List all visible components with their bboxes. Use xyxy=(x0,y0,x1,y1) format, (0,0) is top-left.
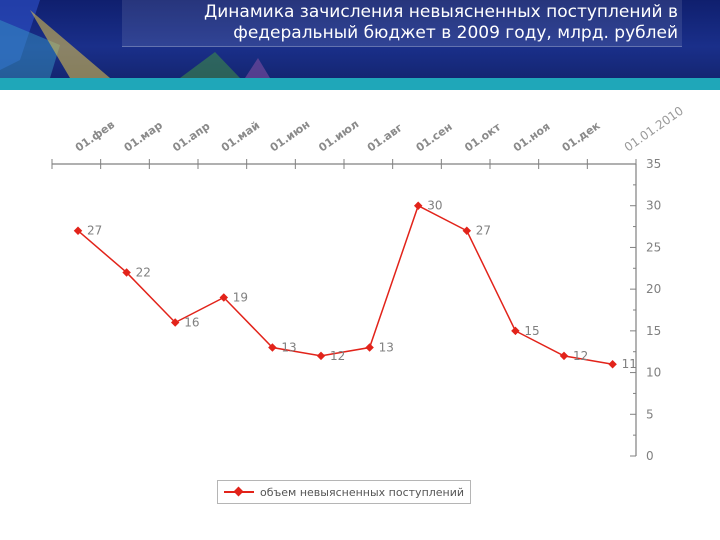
y-tick-label: 15 xyxy=(646,324,661,338)
x-tick-label: 01.июн xyxy=(268,118,313,155)
legend-series-marker-icon xyxy=(224,486,254,498)
x-tick-label: 01.01.2010 xyxy=(622,104,686,155)
data-point xyxy=(559,351,569,361)
y-tick-label: 10 xyxy=(646,366,661,380)
series-line xyxy=(77,204,613,365)
y-tick-label: 30 xyxy=(646,199,661,213)
x-tick-label: 01.апр xyxy=(170,119,212,154)
y-tick-label: 0 xyxy=(646,449,654,463)
data-point xyxy=(316,351,326,361)
data-point xyxy=(219,293,229,302)
data-label: 12 xyxy=(573,349,588,363)
data-label: 30 xyxy=(427,199,442,213)
data-label: 27 xyxy=(476,224,491,238)
title-box xyxy=(122,0,682,47)
x-tick-label: 01.дек xyxy=(560,119,603,155)
y-tick-label: 20 xyxy=(646,282,661,296)
x-tick-label: 01.сен xyxy=(414,120,455,154)
data-label: 15 xyxy=(524,324,539,338)
header-strip xyxy=(0,78,720,90)
header-decoration xyxy=(0,0,270,78)
title-line-2: федеральный бюджет в 2009 году, млрд. ру… xyxy=(233,23,678,43)
data-point xyxy=(365,343,374,352)
data-label: 19 xyxy=(233,290,248,304)
y-tick-label: 25 xyxy=(646,240,661,254)
x-tick-label: 01.фев xyxy=(73,118,117,154)
x-tick-label: 01.мар xyxy=(122,119,165,155)
data-label: 16 xyxy=(184,316,199,330)
x-tick-label: 01.окт xyxy=(462,120,503,154)
data-point xyxy=(122,268,131,277)
data-point xyxy=(170,318,180,327)
data-point xyxy=(73,226,83,235)
line-chart: 01.фев 01.мар 01.апр 01.май 01.июн 01.июл 01.а… xyxy=(51,104,686,463)
data-point xyxy=(268,343,277,352)
x-tick-label: 01.июл xyxy=(316,117,361,154)
data-label: 13 xyxy=(379,341,394,355)
title-line-1: Динамика зачисления невыясненных поступл… xyxy=(203,2,678,22)
page-title: Динамика зачисления невыясненных поступл… xyxy=(122,2,678,44)
header-background xyxy=(0,0,720,78)
x-tick-label: 01.авг xyxy=(365,121,405,155)
data-label: 27 xyxy=(87,224,102,238)
chart-legend: объем невыясненных поступлений xyxy=(217,480,471,504)
data-point xyxy=(413,201,423,210)
legend-series-label: объем невыясненных поступлений xyxy=(260,485,465,499)
y-tick-label: 35 xyxy=(646,157,661,171)
y-tick-label: 5 xyxy=(646,407,654,421)
data-point xyxy=(511,326,520,336)
x-tick-label: 01.май xyxy=(219,119,262,155)
data-label: 13 xyxy=(281,341,296,355)
data-label: 11 xyxy=(622,357,637,371)
data-point xyxy=(462,226,472,235)
data-label: 12 xyxy=(330,349,345,363)
data-label: 22 xyxy=(136,265,151,279)
data-point xyxy=(608,359,617,369)
x-tick-label: 01.ноя xyxy=(511,120,553,155)
